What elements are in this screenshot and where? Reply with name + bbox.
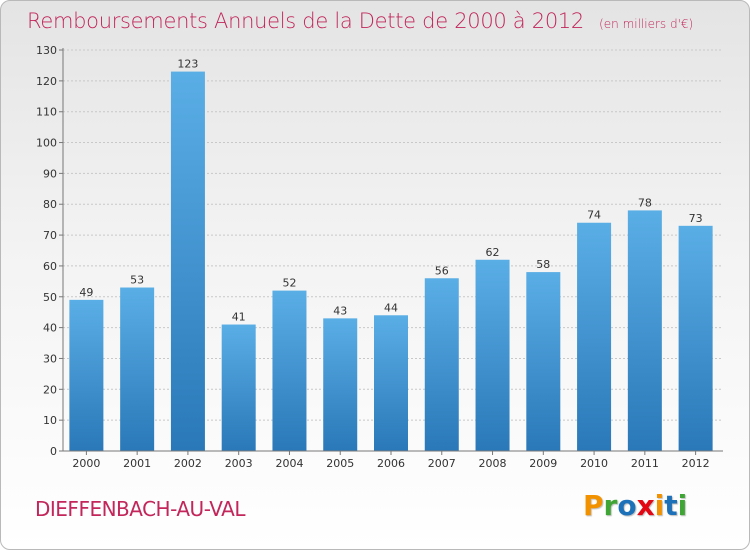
value-label: 56 xyxy=(435,264,449,277)
bar xyxy=(678,225,713,451)
bar xyxy=(374,315,408,451)
x-tick-label: 2009 xyxy=(529,457,557,470)
proxiti-logo[interactable]: Proxiti xyxy=(583,489,687,522)
y-tick-label: 70 xyxy=(43,229,57,242)
bar xyxy=(323,318,358,451)
x-tick-label: 2004 xyxy=(275,457,303,470)
value-label: 53 xyxy=(130,274,144,287)
y-tick-label: 110 xyxy=(36,106,57,119)
value-label: 52 xyxy=(282,277,296,290)
bar xyxy=(475,259,510,451)
bar xyxy=(577,222,612,451)
x-tick-label: 2011 xyxy=(631,457,659,470)
bar xyxy=(120,287,155,451)
y-tick-label: 0 xyxy=(50,445,57,458)
bar xyxy=(424,278,459,451)
x-tick-label: 2007 xyxy=(428,457,456,470)
x-tick-label: 2010 xyxy=(580,457,608,470)
logo-letter: x xyxy=(636,489,655,522)
bar xyxy=(221,324,256,451)
x-tick-label: 2012 xyxy=(682,457,710,470)
x-tick-label: 2006 xyxy=(377,457,405,470)
logo-letter: i xyxy=(654,489,665,522)
value-label: 78 xyxy=(638,196,652,209)
y-tick-label: 80 xyxy=(43,198,57,211)
bar xyxy=(170,71,205,451)
y-tick-label: 130 xyxy=(36,44,57,57)
chart-unit: (en milliers d'€) xyxy=(599,17,694,31)
value-label: 43 xyxy=(333,304,347,317)
y-tick-label: 60 xyxy=(43,260,57,273)
y-tick-label: 10 xyxy=(43,414,57,427)
axes: 0 10 20 30 40 50 60 70 80 90 100 110 120 130 2000 2001 2… xyxy=(36,44,723,470)
value-label: 62 xyxy=(486,246,500,259)
chart-title: Remboursements Annuels de la Dette de 20… xyxy=(27,9,584,33)
commune-name: DIEFFENBACH-AU-VAL xyxy=(35,497,245,521)
value-labels: 49 53 123 41 52 43 44 56 62 58 74 78 73 xyxy=(79,58,702,324)
y-tick-label: 100 xyxy=(36,137,57,150)
y-tick-label: 120 xyxy=(36,75,57,88)
value-label: 123 xyxy=(177,58,198,71)
bar xyxy=(627,210,662,451)
x-tick-label: 2002 xyxy=(174,457,202,470)
value-label: 58 xyxy=(536,258,550,271)
x-tick-label: 2000 xyxy=(72,457,100,470)
bar xyxy=(526,272,561,451)
bar xyxy=(69,299,104,451)
value-label: 49 xyxy=(79,286,93,299)
x-tick-label: 2008 xyxy=(479,457,507,470)
bars xyxy=(69,71,713,451)
y-tick-label: 30 xyxy=(43,352,57,365)
bar xyxy=(272,290,307,451)
logo-letter: o xyxy=(617,489,637,522)
value-label: 74 xyxy=(587,209,601,222)
value-label: 44 xyxy=(384,301,398,314)
logo-letter: P xyxy=(583,489,604,522)
value-label: 41 xyxy=(232,311,246,324)
y-tick-label: 50 xyxy=(43,291,57,304)
y-tick-label: 90 xyxy=(43,167,57,180)
value-label: 73 xyxy=(689,212,703,225)
x-tick-label: 2001 xyxy=(123,457,151,470)
logo-letter: r xyxy=(603,489,618,522)
logo-letter: t xyxy=(664,489,678,522)
x-tick-label: 2003 xyxy=(225,457,253,470)
y-tick-label: 40 xyxy=(43,322,57,335)
logo-letter: i xyxy=(677,489,688,522)
chart-title-block: Remboursements Annuels de la Dette de 20… xyxy=(27,9,693,33)
y-tick-label: 20 xyxy=(43,383,57,396)
x-tick-label: 2005 xyxy=(326,457,354,470)
